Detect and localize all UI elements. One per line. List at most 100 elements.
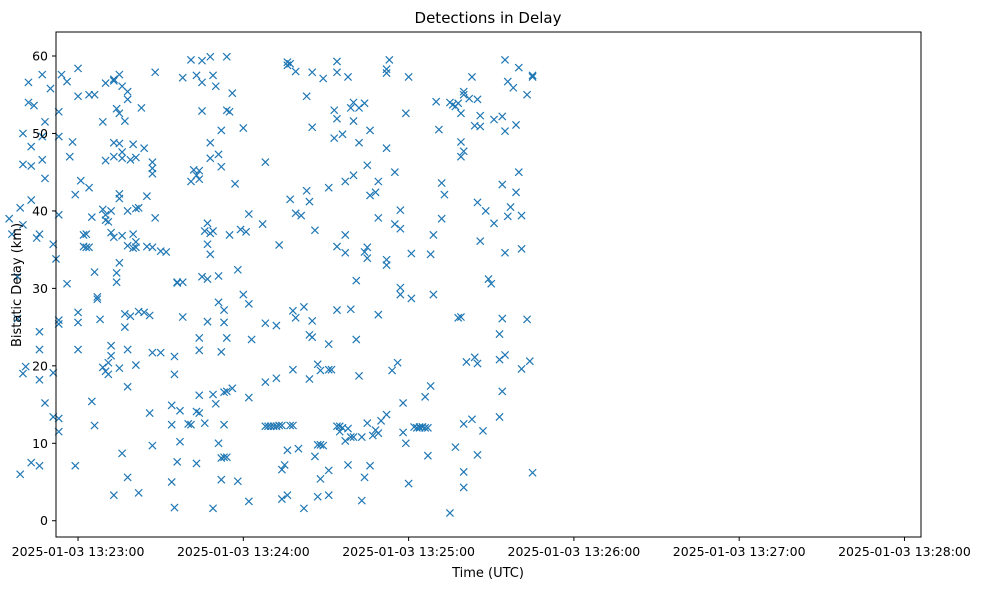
x-tick-label: 2025-01-03 13:24:00: [177, 544, 310, 559]
data-point: [481, 206, 490, 215]
data-point: [473, 359, 482, 368]
data-point: [109, 233, 118, 242]
data-point: [74, 64, 83, 73]
data-point: [390, 168, 399, 177]
data-point: [197, 106, 207, 116]
data-point: [401, 439, 410, 448]
data-point: [195, 391, 204, 400]
data-point: [363, 161, 372, 170]
data-point: [7, 230, 16, 239]
data-point: [27, 142, 36, 151]
data-point: [316, 366, 325, 375]
data-point: [148, 348, 157, 357]
data-point: [109, 75, 118, 84]
data-point: [38, 132, 47, 141]
data-point: [40, 398, 50, 408]
data-point: [291, 313, 300, 322]
data-point: [528, 72, 537, 81]
data-point: [18, 160, 27, 169]
data-point: [459, 483, 468, 492]
data-point: [484, 275, 493, 284]
data-point: [355, 138, 364, 147]
data-point: [211, 82, 220, 91]
data-point: [299, 302, 308, 311]
data-point: [35, 461, 44, 470]
data-point: [228, 384, 237, 393]
data-point: [107, 228, 116, 237]
data-point: [40, 117, 50, 126]
data-point: [456, 313, 465, 322]
data-point: [341, 230, 350, 239]
data-point: [338, 130, 347, 139]
data-point: [332, 242, 342, 251]
data-point: [423, 423, 432, 432]
data-point: [220, 318, 229, 327]
data-point: [195, 166, 204, 175]
data-point: [170, 503, 179, 512]
data-point: [313, 492, 322, 501]
data-point: [87, 213, 96, 222]
data-point: [65, 152, 74, 161]
data-point: [112, 104, 121, 113]
data-point: [349, 117, 358, 126]
y-tick-label: 20: [32, 358, 48, 373]
data-point: [24, 78, 33, 87]
data-point: [167, 477, 176, 487]
data-point: [280, 460, 289, 469]
data-point: [261, 158, 270, 167]
x-tick-label: 2025-01-03 13:27:00: [673, 544, 806, 559]
data-point: [93, 292, 102, 301]
data-point: [473, 95, 482, 104]
data-point: [93, 295, 102, 304]
data-point: [319, 74, 328, 83]
data-point: [107, 351, 116, 360]
y-tick-label: 30: [32, 281, 48, 296]
data-point: [501, 350, 510, 360]
data-point: [426, 381, 435, 390]
data-point: [203, 317, 212, 326]
data-point: [399, 398, 408, 408]
data-point: [222, 52, 231, 61]
data-point: [495, 330, 504, 339]
data-point: [272, 321, 281, 330]
data-point: [451, 443, 460, 452]
data-point: [118, 449, 127, 458]
data-point: [456, 109, 465, 118]
data-point: [440, 190, 449, 199]
data-point: [277, 495, 286, 504]
data-point: [85, 183, 94, 192]
data-point: [258, 220, 267, 229]
data-point: [195, 346, 204, 355]
data-point: [220, 306, 229, 315]
data-point: [465, 94, 474, 103]
data-point: [109, 491, 118, 500]
data-point: [178, 278, 187, 287]
data-point: [40, 174, 50, 183]
data-point: [200, 419, 209, 428]
x-tick-label: 2025-01-03 13:28:00: [838, 544, 971, 559]
data-point: [291, 209, 300, 218]
data-point: [29, 101, 38, 110]
data-point: [506, 203, 515, 212]
data-point: [120, 309, 129, 318]
data-point: [514, 63, 523, 72]
data-point: [167, 420, 176, 429]
data-point: [82, 243, 91, 252]
data-point: [456, 152, 465, 161]
data-point: [501, 248, 510, 257]
data-point: [286, 421, 295, 430]
data-point: [228, 89, 237, 98]
data-point: [195, 409, 204, 418]
data-point: [368, 431, 377, 440]
data-point: [261, 319, 270, 328]
data-point: [374, 310, 383, 319]
x-tick-label: 2025-01-03 13:23:00: [12, 544, 145, 559]
data-point: [396, 290, 405, 299]
data-point: [18, 369, 27, 378]
data-point: [429, 290, 438, 299]
data-point: [434, 125, 443, 134]
data-point: [148, 169, 157, 178]
data-point: [137, 103, 146, 112]
data-point: [297, 211, 306, 220]
x-axis-label: Time (UTC): [451, 566, 524, 581]
